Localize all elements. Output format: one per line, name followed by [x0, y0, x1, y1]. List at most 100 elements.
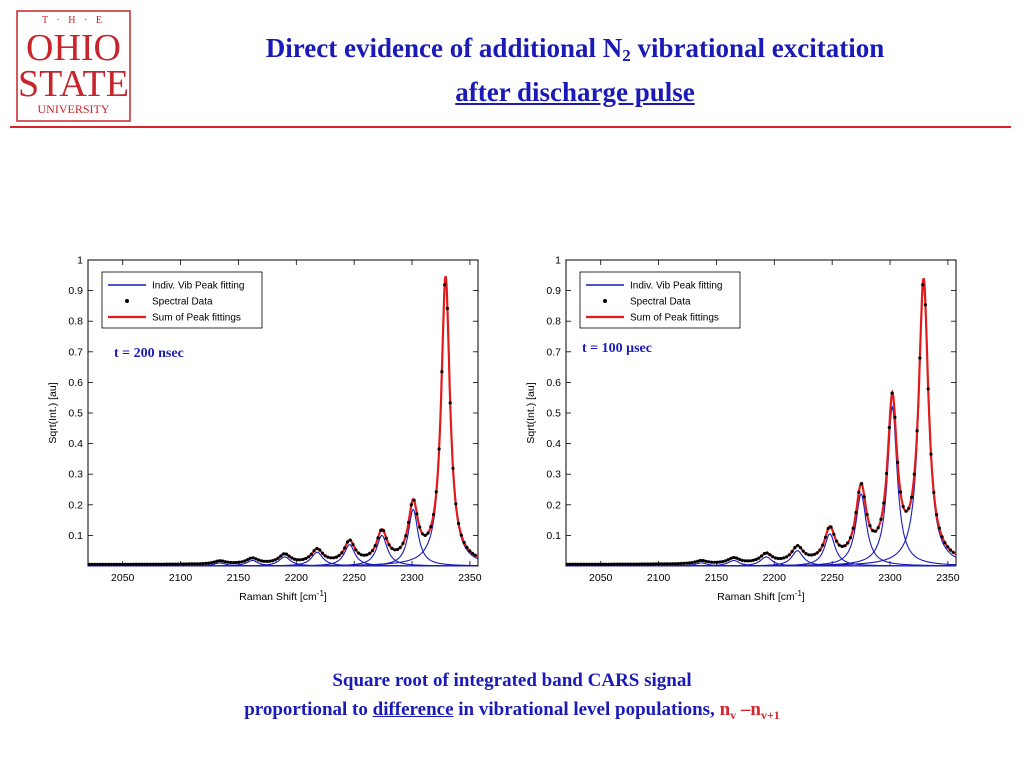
legend-entry: Sum of Peak fittings: [152, 313, 241, 324]
spectral-data-point: [315, 546, 319, 551]
spectral-data-point: [818, 548, 822, 552]
spectral-data-point: [434, 490, 438, 494]
spectral-data-point: [585, 562, 589, 566]
spectral-data-point: [885, 471, 889, 476]
spectral-data-point: [698, 558, 703, 563]
spectral-data-point: [309, 552, 313, 556]
spectral-data-point: [607, 562, 611, 566]
formula-dash: –: [736, 699, 751, 720]
spectral-data-point: [737, 557, 741, 561]
spectral-data-point: [879, 517, 883, 521]
spectral-data-point: [112, 562, 116, 566]
caption-line-2: proportional to difference in vibrationa…: [0, 695, 1024, 730]
spectral-data-point: [243, 559, 247, 563]
spectral-data-point: [395, 547, 400, 552]
y-tick-label: 0.8: [546, 316, 561, 328]
x-axis-label-end: ]: [802, 591, 805, 603]
spectral-data-point: [262, 559, 266, 563]
spectral-data-point: [426, 531, 430, 535]
spectral-data-point: [621, 562, 625, 566]
spectral-data-point: [459, 533, 463, 537]
spectral-data-point: [721, 560, 725, 564]
x-axis-label: Raman Shift [cm-1]: [239, 589, 327, 603]
spectral-data-point: [332, 556, 336, 560]
spectral-data-point: [270, 559, 275, 563]
caption-formula: nv –nv+1: [720, 699, 780, 722]
spectral-data-point: [109, 562, 113, 566]
indiv-peak-fit-line: [566, 562, 956, 567]
spectral-data-point: [865, 512, 869, 517]
spectral-data-point: [237, 560, 241, 564]
spectral-data-point: [418, 525, 422, 529]
spectral-data-point: [901, 504, 905, 509]
spectral-data-point: [168, 562, 172, 566]
spectral-data-point: [748, 559, 753, 563]
spectral-data-point: [701, 559, 705, 563]
x-tick-label: 2150: [227, 572, 251, 584]
title-line-1: Direct evidence of additional N2 vibrati…: [140, 30, 1010, 74]
spectral-data-point: [837, 543, 841, 547]
formula-n2: n: [750, 699, 761, 720]
x-axis-label-text: Raman Shift [cm: [717, 591, 795, 603]
spectral-data-point: [423, 533, 427, 537]
spectral-data-point: [440, 370, 444, 374]
spectral-data-point: [732, 555, 736, 560]
spectral-data-point: [470, 551, 474, 555]
x-tick-label: 2300: [400, 572, 424, 584]
spectral-data-point: [573, 562, 578, 566]
spectral-data-point: [118, 562, 122, 566]
spectral-data-point: [648, 562, 653, 566]
spectral-data-point: [798, 546, 803, 550]
spectral-data-point: [173, 562, 177, 566]
spectral-data-point: [910, 495, 914, 499]
spectral-data-point: [462, 540, 466, 545]
spectral-data-point: [740, 558, 744, 562]
spectral-data-point: [95, 562, 100, 566]
spectral-data-point: [590, 562, 594, 566]
title-line-2: after discharge pulse: [455, 77, 695, 107]
x-tick-label: 2100: [169, 572, 193, 584]
spectral-data-point: [101, 562, 105, 566]
spectral-data-point: [579, 562, 583, 566]
spectral-data-point: [357, 551, 361, 555]
spectral-data-point: [87, 562, 91, 566]
spectral-data-point: [565, 562, 569, 566]
spectral-data-point: [921, 283, 925, 287]
spectral-data-point: [376, 536, 380, 540]
spectral-data-point: [790, 550, 794, 554]
spectral-data-point: [337, 553, 341, 558]
spectral-data-point: [587, 562, 591, 566]
spectral-data-point: [635, 562, 639, 566]
spectral-data-point: [918, 356, 922, 360]
spectral-data-point: [626, 562, 630, 566]
title-text: Direct evidence of additional N: [265, 33, 623, 63]
spectral-data-point: [170, 562, 175, 566]
spectral-data-point: [457, 521, 461, 526]
caption-underlined: difference: [372, 699, 454, 720]
spectral-data-point: [779, 556, 783, 561]
spectral-data-point: [229, 560, 233, 565]
spectral-data-point: [743, 559, 747, 563]
spectral-data-point: [390, 546, 394, 550]
spectral-data-point: [926, 387, 930, 391]
spectral-data-point: [571, 562, 575, 566]
spectral-data-point: [245, 558, 250, 562]
spectral-data-point: [762, 552, 766, 556]
spectral-data-point: [257, 558, 261, 562]
spectral-data-point: [387, 543, 391, 547]
spectral-data-point: [254, 557, 258, 561]
spectral-data-point: [893, 415, 897, 419]
spectral-data-point: [804, 552, 808, 556]
spectral-data-point: [465, 545, 469, 549]
spectral-data-point: [812, 552, 816, 556]
spectral-data-point: [771, 555, 775, 559]
x-tick-label: 2200: [763, 572, 787, 584]
spectral-data-point: [773, 556, 778, 560]
legend-entry: Spectral Data: [630, 297, 691, 308]
spectral-data-point: [154, 562, 158, 566]
time-annotation: t = 200 nsec: [114, 346, 184, 361]
y-axis-label: Sqrt(Int.) [au]: [47, 382, 59, 443]
spectral-data-point: [393, 548, 397, 552]
spectral-data-point: [370, 549, 375, 553]
spectral-data-point: [157, 562, 161, 566]
